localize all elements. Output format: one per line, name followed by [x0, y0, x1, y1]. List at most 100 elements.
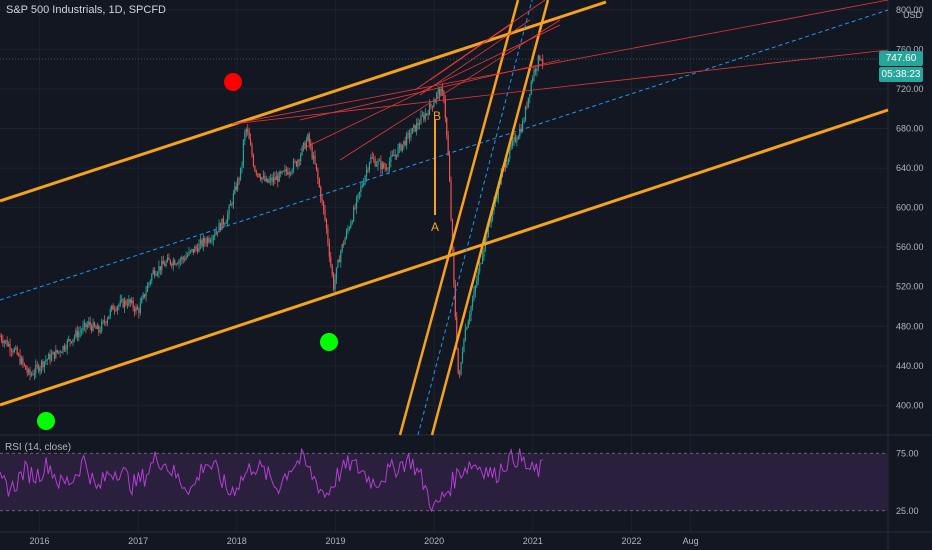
candle-body	[105, 322, 107, 324]
candle-body	[390, 155, 392, 163]
green-marker-dot	[320, 333, 338, 351]
candle-body	[68, 339, 70, 341]
candle-body	[78, 332, 80, 338]
candle-body	[202, 238, 204, 247]
candle-body	[30, 374, 33, 376]
candle-body	[307, 134, 309, 141]
candle-body	[92, 322, 94, 331]
candle-body	[135, 306, 137, 312]
candle-body	[430, 104, 432, 106]
candle-body	[271, 178, 273, 182]
candle-body	[18, 354, 20, 356]
candle-body	[186, 255, 189, 257]
candle-body	[320, 187, 322, 200]
candle-body	[36, 364, 38, 366]
candle-body	[81, 330, 83, 332]
candle-body	[138, 309, 140, 313]
candle-body	[259, 177, 262, 180]
candle-body	[280, 172, 282, 174]
candle-body	[39, 367, 41, 372]
y-tick-label: 720.00	[896, 84, 924, 94]
candle-body	[58, 351, 60, 353]
candle-body	[426, 113, 428, 115]
candle-body	[333, 274, 335, 290]
candle-body	[461, 351, 464, 363]
candle-body	[312, 155, 315, 159]
candle-body	[363, 183, 365, 186]
candle-body	[533, 69, 535, 78]
candle-body	[268, 180, 270, 183]
candle-body	[13, 348, 15, 353]
candle-body	[345, 231, 348, 239]
candle-body	[23, 363, 25, 366]
x-tick-label: 2019	[325, 536, 345, 546]
candle-body	[16, 347, 18, 355]
candle-body	[510, 145, 512, 147]
candle-body	[471, 300, 474, 307]
candle-body	[302, 142, 305, 147]
candle-body	[112, 305, 114, 310]
candle-body	[400, 143, 402, 151]
candle-body	[191, 248, 193, 251]
candle-body	[414, 125, 416, 132]
candle-body	[380, 160, 382, 170]
candle-body	[166, 257, 169, 262]
candle-body	[218, 223, 220, 233]
x-tick-label: 2016	[29, 536, 49, 546]
candle-body	[460, 362, 462, 375]
candle-body	[159, 266, 161, 271]
candle-body	[204, 238, 206, 243]
candle-body	[118, 304, 120, 307]
candle-body	[145, 291, 147, 297]
candle-body	[454, 284, 456, 318]
candle-body	[29, 369, 31, 376]
candle-body	[146, 285, 149, 292]
candle-body	[514, 137, 517, 142]
candle-body	[156, 272, 159, 275]
candle-body	[33, 373, 35, 375]
candle-body	[169, 259, 171, 264]
candle-body	[257, 173, 259, 175]
candle-body	[479, 263, 481, 272]
candle-body	[247, 129, 249, 132]
candle-body	[45, 360, 47, 362]
candle-body	[219, 223, 222, 230]
candle-body	[111, 305, 113, 310]
candle-body	[76, 330, 78, 338]
candle-body	[56, 349, 58, 353]
candle-body	[358, 191, 360, 195]
candle-body	[381, 163, 383, 170]
candle-body	[264, 175, 266, 181]
upper-channel-line	[0, 0, 607, 203]
candle-body	[373, 158, 375, 160]
candle-body	[440, 88, 442, 96]
candle-body	[248, 131, 250, 140]
candle-body	[491, 210, 494, 220]
candle-body	[42, 361, 44, 368]
candle-body	[179, 259, 182, 261]
annotation-a: A	[431, 220, 439, 234]
candle-body	[85, 322, 87, 328]
candle-body	[443, 91, 445, 101]
candle-body	[424, 113, 426, 120]
candle-body	[108, 315, 110, 320]
candle-body	[437, 89, 439, 94]
candle-body	[417, 122, 419, 126]
candle-body	[53, 351, 56, 359]
candle-body	[506, 163, 508, 168]
candle-body	[446, 118, 448, 136]
candle-body	[350, 223, 352, 228]
candle-body	[95, 326, 97, 330]
x-tick-label: 2021	[523, 536, 543, 546]
candle-body	[516, 139, 518, 142]
candle-body	[413, 125, 415, 128]
candle-body	[103, 320, 106, 323]
candle-body	[224, 223, 226, 225]
candle-body	[32, 374, 34, 376]
candle-body	[249, 139, 252, 146]
rsi-indicator-title: RSI (14, close)	[5, 442, 72, 453]
candle-body	[60, 352, 63, 353]
candle-body	[519, 128, 521, 137]
candle-body	[420, 115, 422, 125]
candle-body	[331, 265, 333, 275]
